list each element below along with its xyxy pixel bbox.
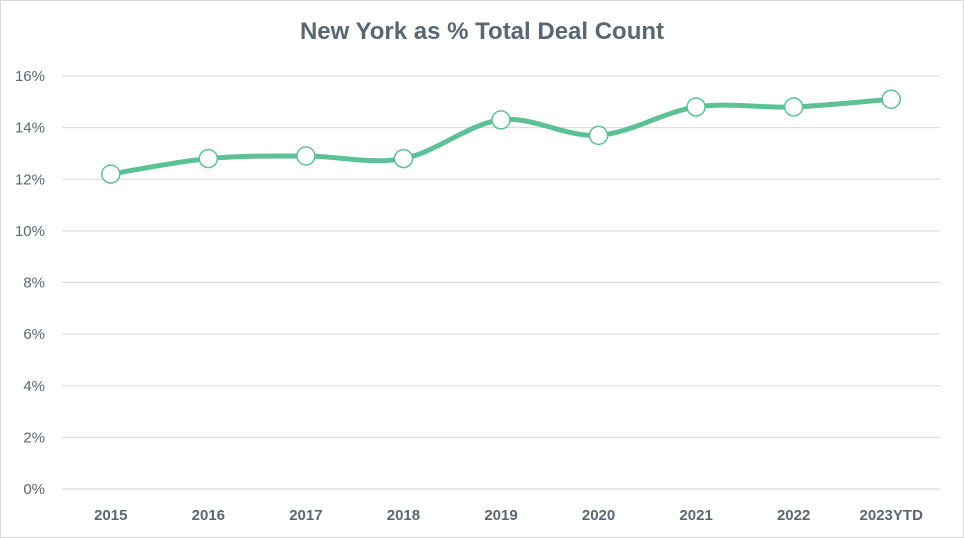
y-tick-label: 16% — [15, 68, 45, 85]
series-group — [101, 89, 901, 184]
data-point-2023YTD — [881, 89, 901, 109]
y-tick-label: 6% — [23, 326, 45, 343]
y-tick-label: 12% — [15, 171, 45, 188]
data-point-2021 — [686, 97, 706, 117]
y-tick-label: 4% — [23, 378, 45, 395]
y-tick-label: 8% — [23, 275, 45, 292]
x-tick-label: 2021 — [679, 507, 712, 524]
x-tick-label: 2022 — [777, 507, 810, 524]
x-tick-label: 2018 — [387, 507, 420, 524]
y-tick-label: 0% — [23, 481, 45, 498]
x-tick-label: 2015 — [94, 507, 127, 524]
gridlines — [62, 75, 940, 490]
data-point-2017 — [296, 146, 316, 166]
data-point-2016 — [198, 148, 219, 169]
data-point-2019 — [491, 110, 511, 130]
data-point-2018 — [393, 148, 414, 169]
y-tick-label: 10% — [15, 223, 45, 240]
x-tick-label: 2019 — [484, 507, 517, 524]
y-tick-label: 14% — [15, 120, 45, 137]
x-axis-ticks: 2015 2016 2017 2018 2019 2020 2021 2022 2023YTD — [94, 507, 923, 524]
data-point-2015 — [101, 164, 121, 184]
data-point-2022 — [783, 97, 804, 117]
x-tick-label: 2020 — [582, 507, 615, 524]
x-tick-label: 2017 — [289, 507, 322, 524]
x-tick-label: 2016 — [192, 507, 225, 524]
chart-title: New York as % Total Deal Count — [299, 18, 665, 45]
y-axis-ticks: 0% 2% 4% 6% 8% 10% 12% 14% 16% — [15, 68, 45, 498]
data-point-2020 — [588, 125, 609, 146]
x-tick-label: 2023YTD — [860, 507, 924, 524]
y-tick-label: 2% — [23, 429, 45, 446]
